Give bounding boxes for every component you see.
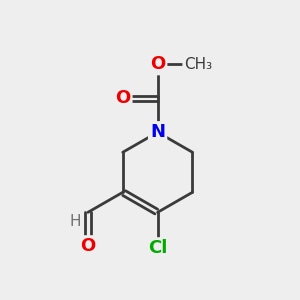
Text: Cl: Cl xyxy=(148,239,167,257)
Text: O: O xyxy=(150,55,165,73)
Text: O: O xyxy=(80,237,96,255)
Text: H: H xyxy=(70,214,81,229)
Text: CH₃: CH₃ xyxy=(184,57,212,72)
Text: O: O xyxy=(115,89,130,107)
Text: N: N xyxy=(150,123,165,141)
